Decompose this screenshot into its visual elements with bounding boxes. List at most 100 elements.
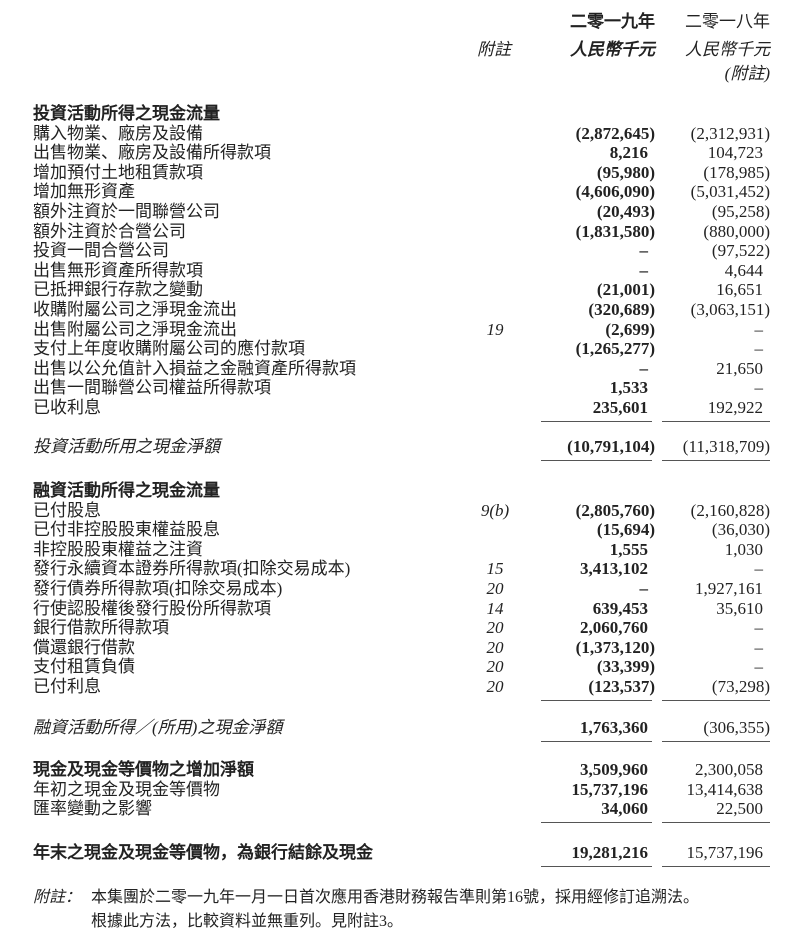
row-note-ref: 15 (486, 559, 504, 579)
value-2019: 34,060 (601, 799, 648, 819)
underline-divider (541, 460, 652, 461)
col-2019-unit: 人民幣千元 (570, 40, 655, 59)
value-2018: 21,650 (716, 358, 763, 378)
table-row: 發行債券所得款項(扣除交易成本) 20 – 1,927,161 (0, 579, 800, 599)
value-2019: 1,555 (609, 539, 648, 559)
value-2018: 15,737,196 (686, 843, 764, 862)
value-2018: (178,985) (703, 162, 770, 182)
value-2019: 1,763,360 (580, 718, 648, 737)
value-2019: (1,831,580) (575, 221, 655, 241)
footnote-line-2: 根據此方法，比較資料並無重列。見附註3。 (91, 913, 404, 930)
row-label: 出售無形資產所得款項 (33, 260, 203, 280)
value-2018: 4,644 (724, 260, 763, 280)
section-header: 投資活動所得之現金流量 (0, 104, 800, 124)
value-2019: 8,216 (609, 143, 648, 163)
value-2019: (1,373,120) (575, 637, 655, 657)
value-2018: 1,030 (724, 539, 763, 559)
row-label: 出售物業、廠房及設備所得款項 (33, 143, 271, 163)
row-label: 投資活動所用之現金淨額 (33, 437, 220, 456)
row-label: 匯率變動之影響 (33, 799, 152, 819)
table-row: 出售附屬公司之淨現金流出 19 (2,699) – (0, 320, 800, 340)
value-2018: 22,500 (716, 799, 763, 819)
row-label: 發行債券所得款項(扣除交易成本) (33, 579, 283, 598)
underline-divider (662, 460, 770, 461)
value-2019: (2,699) (605, 319, 655, 339)
row-label: 增加無形資產 (33, 182, 135, 202)
value-2018: (95,258) (711, 202, 770, 221)
row-label: 出售一間聯營公司權益所得款項 (33, 378, 271, 398)
value-2018: – (754, 378, 764, 398)
value-2018: (880,000) (703, 221, 770, 241)
table-row: 購入物業、廠房及設備 (2,872,645) (2,312,931) (0, 124, 800, 144)
value-2018: (306,355) (703, 718, 770, 737)
table-row: 非控股股東權益之注資 1,555 1,030 (0, 540, 800, 560)
underline-divider (541, 822, 652, 824)
value-2018: 13,414,638 (686, 779, 764, 799)
value-2019: – (639, 358, 649, 378)
value-2019: 2,060,760 (580, 618, 648, 638)
value-2018: – (754, 637, 764, 657)
row-label: 發行永續資本證券所得款項(扣除交易成本) (33, 559, 351, 579)
row-note-ref: 20 (486, 618, 504, 638)
value-2019: (10,791,104) (567, 437, 655, 456)
row-note-ref: 14 (486, 598, 504, 618)
value-2019: (21,001) (596, 280, 655, 300)
row-label: 支付上年度收購附屬公司的應付款項 (33, 339, 305, 359)
underline-divider (662, 822, 770, 824)
table-row: 增加無形資產 (4,606,090) (5,031,452) (0, 182, 800, 202)
value-2018: (2,160,828) (690, 500, 770, 520)
value-2019: (1,265,277) (575, 339, 655, 359)
table-row: 已付非控股股東權益股息 (15,694) (36,030) (0, 520, 800, 540)
row-label: 額外注資於合營公司 (33, 221, 186, 241)
value-2019: (2,872,645) (575, 123, 655, 143)
underline-divider (541, 741, 652, 742)
underline-divider (541, 866, 652, 867)
col-2018-year: 二零一八年 (685, 12, 770, 31)
value-2019: 3,413,102 (580, 559, 648, 579)
value-2019: (4,606,090) (575, 182, 655, 202)
value-2019: (95,980) (596, 162, 655, 182)
table-row: 銀行借款所得款項 20 2,060,760 – (0, 618, 800, 638)
table-row: 匯率變動之影響 34,060 22,500 (0, 799, 800, 819)
table-row: 額外注資於合營公司 (1,831,580) (880,000) (0, 222, 800, 242)
underline-divider (662, 741, 770, 742)
value-2018: 16,651 (716, 280, 763, 300)
table-row: 年末之現金及現金等價物，為銀行結餘及現金 19,281,216 15,737,196 (0, 843, 800, 863)
value-2019: (20,493) (596, 202, 655, 221)
row-label: 出售附屬公司之淨現金流出 (33, 319, 237, 339)
value-2019: 15,737,196 (571, 779, 649, 799)
row-label: 增加預付土地租賃款項 (33, 162, 203, 182)
row-label: 投資一間合營公司 (33, 241, 169, 261)
value-2019: 235,601 (592, 398, 648, 417)
note-column-header: 附註 (477, 40, 511, 59)
value-2019: (123,537) (588, 677, 655, 696)
row-note-ref: 20 (486, 579, 504, 598)
table-row: 增加預付土地租賃款項 (95,980) (178,985) (0, 163, 800, 183)
value-2018: – (754, 618, 764, 638)
value-2018: 1,927,161 (695, 579, 763, 598)
row-note-ref: 9(b) (480, 500, 510, 520)
row-label: 支付租賃負債 (33, 657, 135, 677)
row-label: 現金及現金等價物之增加淨額 (33, 760, 254, 779)
value-2018: – (754, 559, 764, 579)
value-2018: 35,610 (716, 598, 763, 618)
footnote-label: 附註： (33, 889, 82, 906)
row-label: 行使認股權後發行股份所得款項 (33, 598, 271, 618)
value-2018: (5,031,452) (690, 182, 770, 202)
section-header: 融資活動所得之現金流量 (0, 481, 800, 501)
row-note-ref: 20 (486, 637, 504, 657)
value-2019: 19,281,216 (571, 843, 649, 862)
col-2018-note: (附註) (724, 64, 770, 83)
value-2018: (3,063,151) (690, 300, 770, 319)
row-label: 年初之現金及現金等價物 (33, 779, 220, 799)
value-2019: – (639, 260, 649, 280)
table-row: 出售物業、廠房及設備所得款項 8,216 104,723 (0, 143, 800, 163)
row-label: 收購附屬公司之淨現金流出 (33, 300, 237, 319)
row-label: 融資活動所得之現金流量 (33, 481, 220, 500)
row-label: 購入物業、廠房及設備 (33, 123, 203, 143)
table-row: 支付租賃負債 20 (33,399) – (0, 657, 800, 677)
underline-divider (662, 866, 770, 867)
row-label: 已付股息 (33, 500, 101, 520)
row-label: 已付利息 (33, 677, 101, 696)
underline-divider (662, 421, 770, 422)
